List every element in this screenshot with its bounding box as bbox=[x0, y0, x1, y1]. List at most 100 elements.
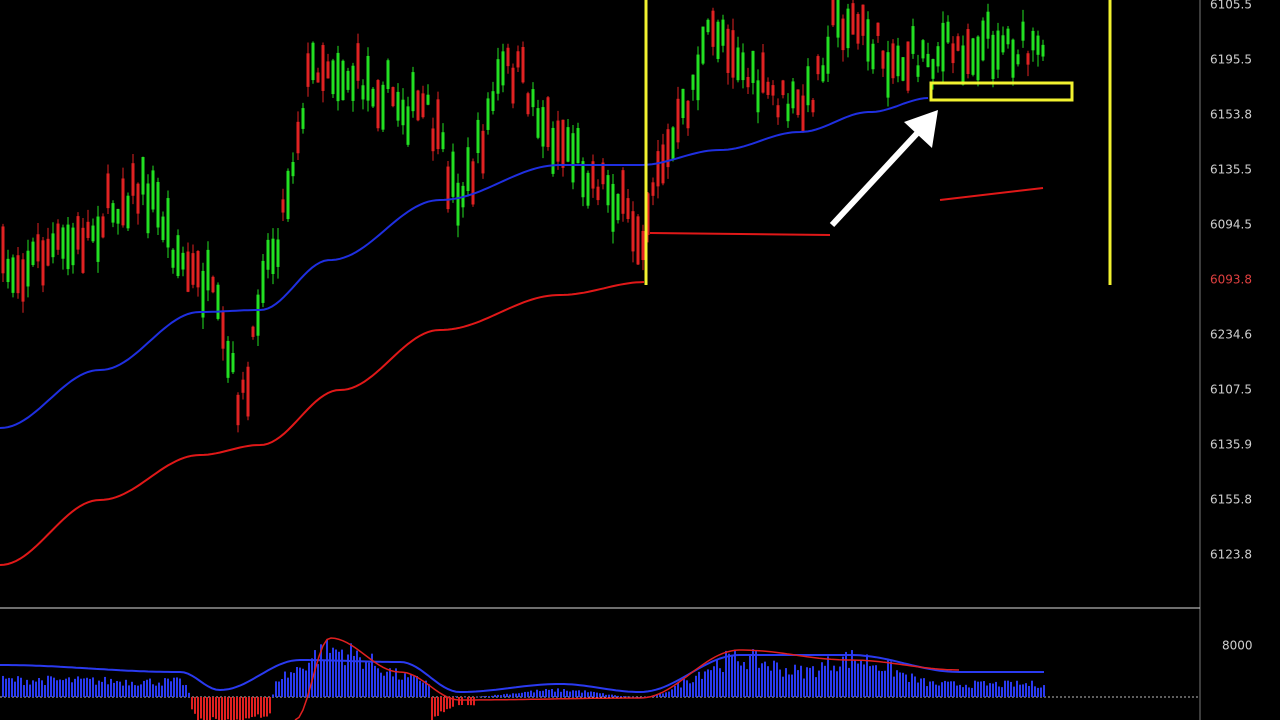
histogram-bar bbox=[539, 691, 541, 697]
histogram-bar bbox=[830, 670, 832, 697]
candle-body bbox=[576, 128, 580, 164]
candle-body bbox=[806, 66, 810, 106]
histogram-bar bbox=[530, 690, 532, 697]
candle-body bbox=[686, 100, 690, 129]
candle-body bbox=[691, 74, 695, 90]
histogram-bar bbox=[41, 680, 43, 697]
histogram-bar bbox=[212, 697, 214, 718]
candle-body bbox=[521, 47, 525, 83]
candle-body bbox=[436, 99, 440, 150]
histogram-bar bbox=[5, 678, 7, 697]
price-label: 6107.5 bbox=[1210, 383, 1252, 397]
candle-body bbox=[1006, 28, 1010, 45]
candle-body bbox=[161, 216, 165, 240]
histogram-bar bbox=[278, 681, 280, 697]
histogram-bar bbox=[878, 670, 880, 697]
histogram-bar bbox=[71, 682, 73, 697]
histogram-bar bbox=[488, 696, 490, 697]
candle-body bbox=[851, 3, 855, 35]
histogram-bar bbox=[584, 690, 586, 697]
histogram-bar bbox=[248, 697, 250, 719]
histogram-bar bbox=[515, 693, 517, 697]
histogram-bar bbox=[551, 688, 553, 697]
histogram-bar bbox=[935, 684, 937, 697]
histogram-bar bbox=[482, 696, 484, 697]
candle-body bbox=[91, 225, 95, 242]
candle-body bbox=[671, 127, 675, 160]
histogram-bar bbox=[932, 681, 934, 697]
histogram-bar bbox=[308, 662, 310, 697]
candle-body bbox=[76, 216, 80, 250]
candle-body bbox=[996, 30, 1000, 70]
histogram-bar bbox=[746, 669, 748, 697]
histogram-bar bbox=[989, 683, 991, 697]
histogram-bar bbox=[950, 681, 952, 697]
candle-body bbox=[591, 161, 595, 189]
histogram-bar bbox=[686, 680, 688, 697]
histogram-bar bbox=[74, 678, 76, 697]
histogram-bar bbox=[998, 686, 1000, 697]
candle-body bbox=[816, 56, 820, 75]
candle-body bbox=[226, 340, 230, 378]
arrow bbox=[829, 110, 938, 228]
histogram-bar bbox=[803, 678, 805, 697]
histogram-bar bbox=[773, 660, 775, 697]
histogram-bar bbox=[395, 668, 397, 697]
histogram-bar bbox=[485, 695, 487, 697]
histogram-bar bbox=[941, 682, 943, 697]
histogram-bar bbox=[563, 689, 565, 697]
histogram-bar bbox=[719, 668, 721, 697]
candle-body bbox=[571, 133, 575, 183]
histogram-bar bbox=[779, 669, 781, 697]
histogram-bar bbox=[290, 672, 292, 697]
price-label: 6105.5 bbox=[1210, 0, 1252, 12]
candle-body bbox=[916, 65, 920, 77]
candle-body bbox=[696, 54, 700, 101]
candle-body bbox=[581, 161, 585, 198]
candle-body bbox=[351, 65, 355, 101]
histogram-bar bbox=[755, 650, 757, 697]
candle-body bbox=[861, 4, 865, 36]
candle-body bbox=[181, 252, 185, 270]
histogram-bar bbox=[386, 671, 388, 697]
histogram-bar bbox=[422, 682, 424, 697]
histogram-bar bbox=[416, 676, 418, 697]
histogram-bar bbox=[692, 682, 694, 697]
histogram-bar bbox=[296, 667, 298, 697]
price-label: 6135.9 bbox=[1210, 438, 1252, 452]
histogram-bar bbox=[254, 697, 256, 717]
candle-body bbox=[716, 21, 720, 59]
histogram-bar bbox=[443, 697, 445, 713]
candle-body bbox=[681, 88, 685, 119]
histogram-bar bbox=[302, 668, 304, 697]
candle-body bbox=[956, 36, 960, 51]
histogram-bar bbox=[500, 695, 502, 697]
histogram-bar bbox=[1025, 683, 1027, 697]
candle-body bbox=[171, 249, 175, 268]
histogram-bar bbox=[575, 690, 577, 697]
histogram-bar bbox=[845, 651, 847, 697]
candle-body bbox=[61, 227, 65, 259]
candle-body bbox=[636, 216, 640, 265]
histogram-bar bbox=[638, 696, 640, 698]
histogram-bar bbox=[947, 681, 949, 697]
histogram-bar bbox=[497, 694, 499, 697]
histogram-bar bbox=[1043, 685, 1045, 697]
histogram-bar bbox=[509, 694, 511, 697]
candle-body bbox=[796, 89, 800, 116]
histogram-bar bbox=[857, 663, 859, 697]
histogram-bar bbox=[140, 684, 142, 697]
histogram-bar bbox=[449, 697, 451, 709]
candle-body bbox=[156, 182, 160, 228]
histogram-bar bbox=[98, 680, 100, 697]
histogram-bar bbox=[677, 682, 679, 697]
candle-body bbox=[936, 46, 940, 67]
candle-body bbox=[791, 81, 795, 109]
candle-body bbox=[711, 10, 715, 47]
candle-body bbox=[886, 52, 890, 98]
histogram-bar bbox=[581, 692, 583, 697]
histogram-bar bbox=[797, 670, 799, 697]
moving-average-red bbox=[0, 281, 645, 566]
histogram-bar bbox=[875, 665, 877, 697]
